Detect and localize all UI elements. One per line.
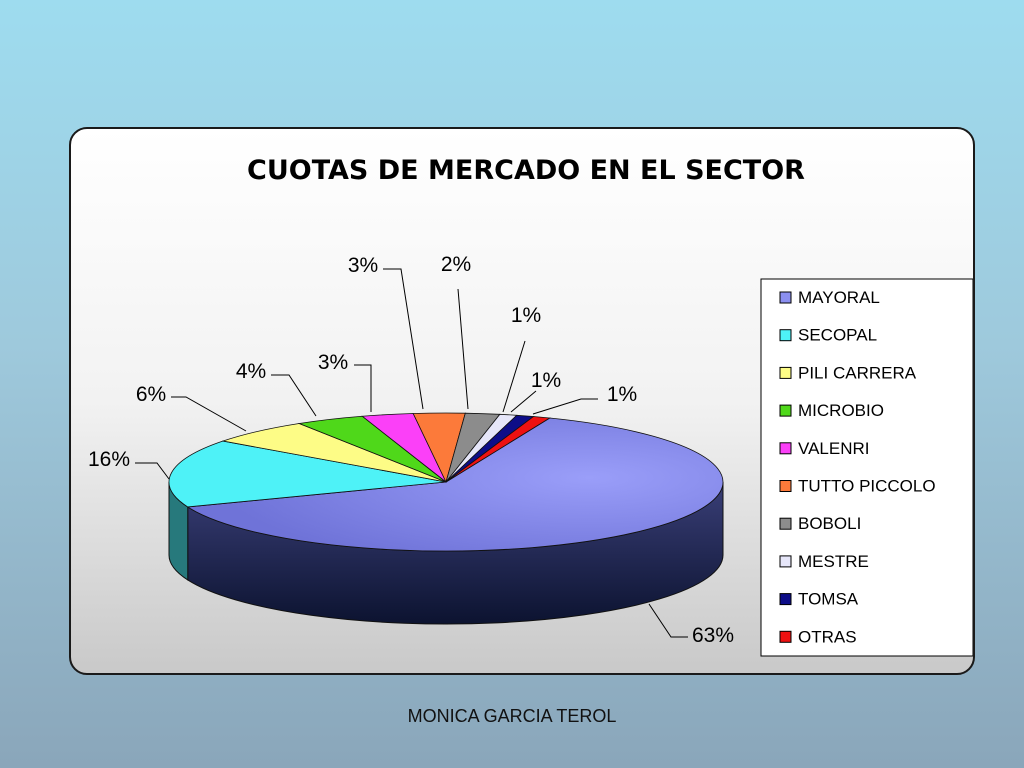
leader-line xyxy=(532,398,598,415)
chart-title: CUOTAS DE MERCADO EN EL SECTOR xyxy=(247,155,805,186)
data-label-tutto-piccolo: 3% xyxy=(348,254,378,277)
legend: MAYORAL SECOPAL PILI CARRERA MICROBIO VALENR… xyxy=(760,278,973,657)
leader-line xyxy=(271,374,317,417)
legend-entry-microbio: MICROBIO xyxy=(798,401,884,420)
legend-swatch xyxy=(779,329,792,342)
data-labels: 63% 16% 6% 4% 3% 3% 2% 1% 1% 1% xyxy=(88,253,734,647)
leader-line xyxy=(135,462,170,480)
slice-secopal xyxy=(168,440,447,508)
data-label-mestre: 1% xyxy=(511,304,541,327)
slice-otras xyxy=(445,416,551,483)
legend-entry-pili-carrera: PILI CARRERA xyxy=(798,363,917,382)
leader-line xyxy=(502,340,526,413)
leader-line xyxy=(171,396,247,432)
legend-entry-tomsa: TOMSA xyxy=(798,590,859,609)
chart-frame: CUOTAS DE MERCADO EN EL SECTOR 63% 16% 6% 4%… xyxy=(69,127,975,675)
legend-entry-secopal: SECOPAL xyxy=(798,326,877,345)
legend-entry-tutto-piccolo: TUTTO PICCOLO xyxy=(798,477,936,496)
data-label-microbio: 4% xyxy=(236,360,266,383)
legend-swatch xyxy=(779,404,792,417)
legend-swatch xyxy=(779,555,792,568)
data-label-pili-carrera: 6% xyxy=(136,383,166,406)
data-label-secopal: 16% xyxy=(88,448,130,471)
data-label-tomsa: 1% xyxy=(531,369,561,392)
legend-swatch xyxy=(779,480,792,492)
legend-swatch xyxy=(779,593,792,606)
legend-box xyxy=(760,278,973,657)
legend-entry-mestre: MESTRE xyxy=(798,552,869,571)
data-label-boboli: 2% xyxy=(441,253,471,276)
slice-mayoral xyxy=(186,417,724,552)
legend-swatch xyxy=(779,366,792,379)
leader-line xyxy=(510,390,537,413)
data-label-otras: 1% xyxy=(607,383,637,406)
legend-entry-valenri: VALENRI xyxy=(798,439,870,458)
pie-top xyxy=(168,412,724,552)
legend-swatch xyxy=(779,630,792,643)
footer-author: MONICA GARCIA TEROL xyxy=(407,706,617,726)
legend-entry-boboli: BOBOLI xyxy=(798,514,861,533)
legend-swatch xyxy=(779,291,792,304)
leader-line xyxy=(354,364,372,412)
legend-entry-otras: OTRAS xyxy=(798,627,857,646)
data-label-valenri: 3% xyxy=(318,351,348,374)
leader-line xyxy=(648,603,688,638)
legend-swatch xyxy=(779,442,792,455)
legend-entry-mayoral: MAYORAL xyxy=(798,288,880,307)
leader-line xyxy=(457,288,469,410)
legend-swatch xyxy=(779,517,792,530)
data-label-mayoral: 63% xyxy=(692,624,734,647)
leader-line xyxy=(383,268,424,410)
pie-chart: CUOTAS DE MERCADO EN EL SECTOR 63% 16% 6% 4%… xyxy=(88,155,973,657)
